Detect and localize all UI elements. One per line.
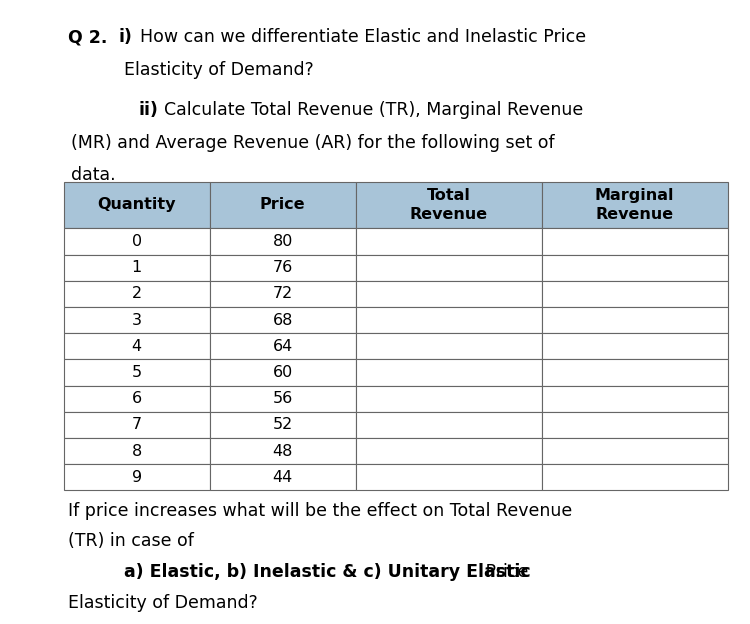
Bar (64, 333, 210, 359)
Bar (64, 386, 210, 412)
Text: 5: 5 (132, 365, 142, 380)
Text: ii): ii) (139, 101, 159, 119)
Text: 76: 76 (273, 260, 293, 275)
Bar (356, 464, 542, 490)
Bar (64, 412, 210, 438)
Bar (64, 307, 210, 333)
Bar (210, 228, 356, 255)
Text: 68: 68 (272, 313, 293, 328)
Text: 52: 52 (273, 417, 293, 432)
Text: Elasticity of Demand?: Elasticity of Demand? (68, 594, 257, 612)
Bar (356, 307, 542, 333)
Text: Quantity: Quantity (98, 197, 176, 213)
Bar (356, 438, 542, 464)
Text: 9: 9 (132, 470, 142, 485)
Bar (356, 182, 542, 228)
Text: 7: 7 (132, 417, 142, 432)
Bar (210, 281, 356, 307)
Text: 44: 44 (273, 470, 293, 485)
Text: Elasticity of Demand?: Elasticity of Demand? (124, 61, 314, 79)
Text: 2: 2 (132, 286, 142, 301)
Text: 1: 1 (132, 260, 142, 275)
Bar (356, 228, 542, 255)
Bar (356, 359, 542, 386)
Text: Calculate Total Revenue (TR), Marginal Revenue: Calculate Total Revenue (TR), Marginal R… (164, 101, 583, 119)
Bar (542, 307, 728, 333)
Bar (356, 333, 542, 359)
Text: a) Elastic, b) Inelastic & c) Unitary Elastic: a) Elastic, b) Inelastic & c) Unitary El… (124, 563, 530, 581)
Text: 64: 64 (273, 339, 293, 354)
Text: 60: 60 (273, 365, 293, 380)
Bar (210, 182, 356, 228)
Bar (210, 333, 356, 359)
Text: 48: 48 (272, 444, 293, 459)
Bar (542, 228, 728, 255)
Bar (542, 255, 728, 281)
Bar (64, 228, 210, 255)
Bar (356, 255, 542, 281)
Bar (210, 359, 356, 386)
Bar (210, 386, 356, 412)
Bar (356, 386, 542, 412)
Bar (542, 182, 728, 228)
Text: 80: 80 (272, 234, 293, 249)
Bar (356, 412, 542, 438)
Bar (210, 464, 356, 490)
Text: 6: 6 (132, 391, 142, 406)
Bar (64, 255, 210, 281)
Bar (542, 359, 728, 386)
Text: i): i) (118, 28, 132, 46)
Bar (210, 307, 356, 333)
Text: Price: Price (480, 563, 528, 581)
Text: Price: Price (260, 197, 305, 213)
Bar (64, 438, 210, 464)
Bar (542, 412, 728, 438)
Bar (210, 412, 356, 438)
Text: 56: 56 (273, 391, 293, 406)
Text: If price increases what will be the effect on Total Revenue: If price increases what will be the effe… (68, 502, 572, 520)
Bar (542, 281, 728, 307)
Bar (542, 386, 728, 412)
Text: 3: 3 (132, 313, 142, 328)
Text: 8: 8 (132, 444, 142, 459)
Bar (542, 438, 728, 464)
Text: data.: data. (71, 166, 116, 184)
Bar (542, 333, 728, 359)
Bar (64, 359, 210, 386)
Text: (TR) in case of: (TR) in case of (68, 532, 194, 550)
Bar (64, 464, 210, 490)
Bar (542, 464, 728, 490)
Bar (64, 182, 210, 228)
Text: 0: 0 (132, 234, 142, 249)
Bar (64, 281, 210, 307)
Text: (MR) and Average Revenue (AR) for the following set of: (MR) and Average Revenue (AR) for the fo… (71, 134, 555, 152)
Text: How can we differentiate Elastic and Inelastic Price: How can we differentiate Elastic and Ine… (140, 28, 586, 46)
Bar (210, 255, 356, 281)
Text: Q 2.: Q 2. (68, 28, 106, 46)
Text: 72: 72 (273, 286, 293, 301)
Text: Total
Revenue: Total Revenue (410, 188, 488, 222)
Text: Marginal
Revenue: Marginal Revenue (595, 188, 674, 222)
Text: 4: 4 (132, 339, 142, 354)
Bar (356, 281, 542, 307)
Bar (210, 438, 356, 464)
